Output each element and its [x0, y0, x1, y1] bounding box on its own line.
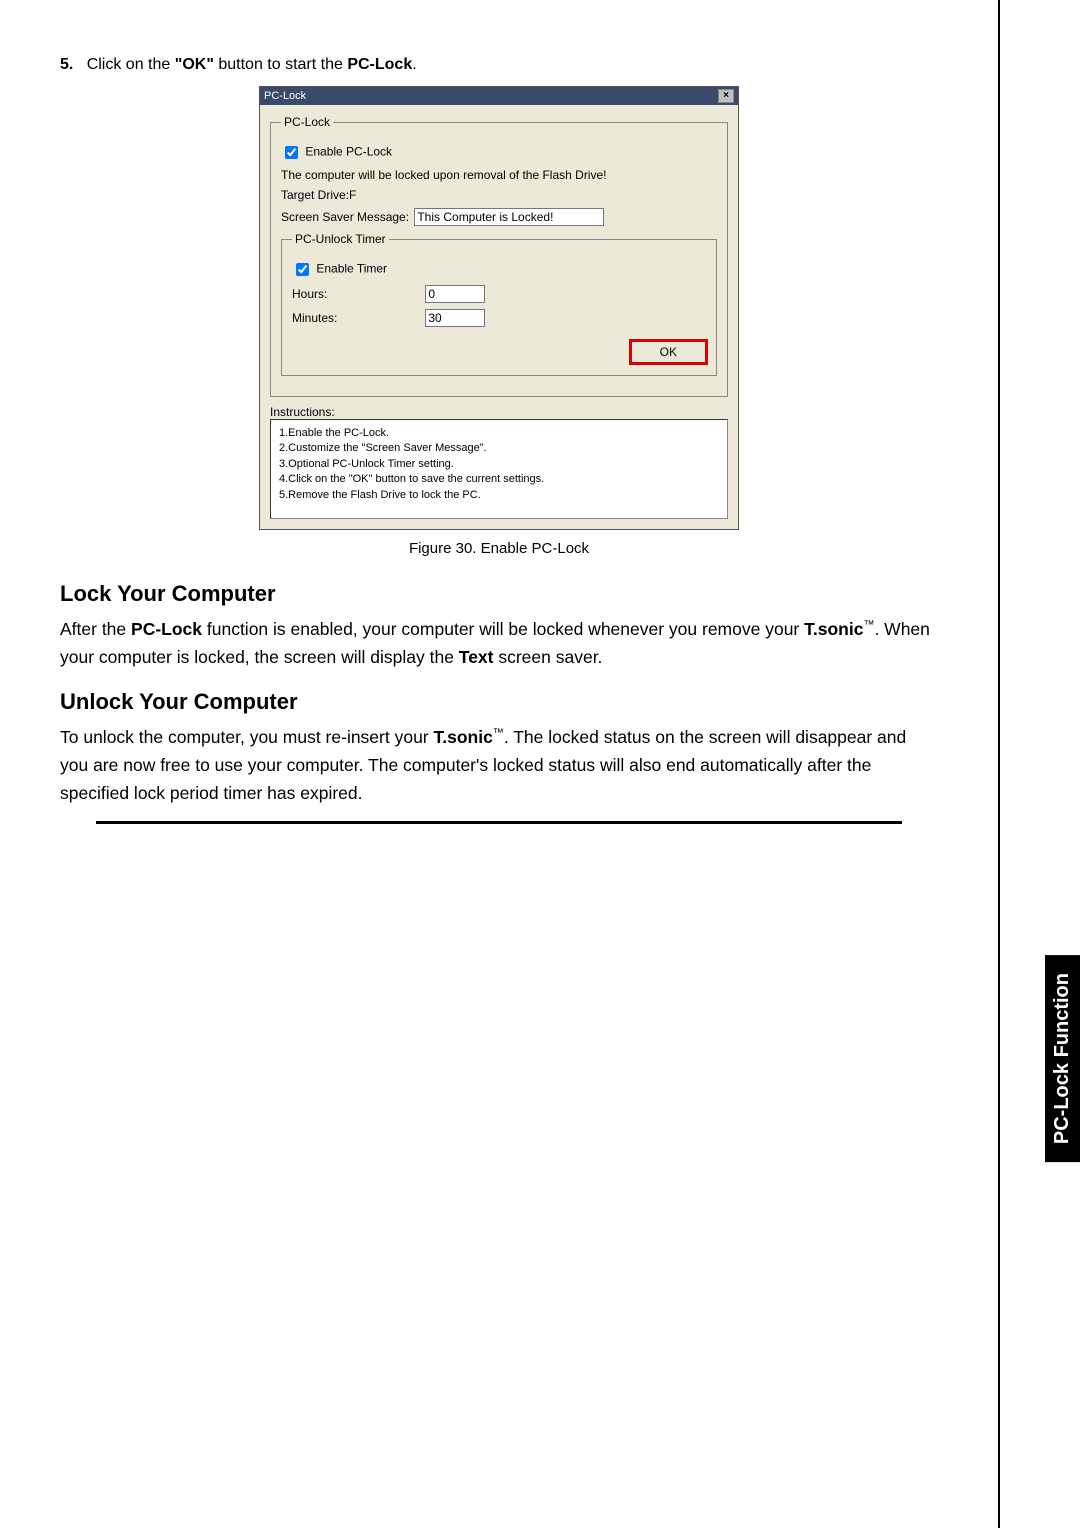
- txt: screen saver.: [493, 647, 602, 667]
- txt-bold: Text: [459, 647, 494, 667]
- instruction-line: 2.Customize the "Screen Saver Message".: [279, 441, 719, 456]
- lock-paragraph: After the PC-Lock function is enabled, y…: [60, 615, 938, 671]
- txt-bold: PC-Lock: [131, 619, 202, 639]
- step-5-text: 5. Click on the "OK" button to start the…: [60, 56, 938, 74]
- instruction-line: 5.Remove the Flash Drive to lock the PC.: [279, 488, 719, 503]
- unlock-heading: Unlock Your Computer: [60, 689, 938, 715]
- ssm-label: Screen Saver Message:: [281, 210, 411, 224]
- screen-saver-message-input[interactable]: [414, 208, 604, 226]
- pclock-groupbox-legend: PC-Lock: [281, 115, 333, 129]
- dialog-title: PC-Lock: [264, 90, 306, 102]
- step-tail: .: [412, 56, 416, 73]
- instructions-label: Instructions:: [270, 405, 728, 419]
- txt: To unlock the computer, you must re-inse…: [60, 727, 434, 747]
- figure-caption: Figure 30. Enable PC-Lock: [60, 540, 938, 557]
- pclock-groupbox: PC-Lock Enable PC-Lock The computer will…: [270, 115, 728, 397]
- txt: function is enabled, your computer will …: [202, 619, 804, 639]
- txt: After the: [60, 619, 131, 639]
- enable-timer-label: Enable Timer: [316, 262, 387, 276]
- target-drive-label: Target Drive:F: [281, 188, 717, 202]
- tm-icon: ™: [863, 619, 874, 631]
- step-mid: button to start the: [214, 56, 347, 73]
- txt-bold: T.sonic: [434, 727, 493, 747]
- unlock-paragraph: To unlock the computer, you must re-inse…: [60, 723, 938, 807]
- lock-note: The computer will be locked upon removal…: [281, 168, 717, 182]
- instruction-line: 1.Enable the PC-Lock.: [279, 426, 719, 441]
- hours-label: Hours:: [292, 287, 422, 301]
- close-icon[interactable]: ×: [718, 89, 734, 103]
- step-ok: "OK": [175, 56, 214, 73]
- step-number: 5.: [60, 56, 73, 73]
- enable-pclock-label: Enable PC-Lock: [305, 145, 392, 159]
- instructions-box: 1.Enable the PC-Lock. 2.Customize the "S…: [270, 419, 728, 519]
- timer-legend: PC-Unlock Timer: [292, 232, 389, 246]
- minutes-input[interactable]: [425, 309, 485, 327]
- pclock-dialog: PC-Lock × PC-Lock Enable PC-Lock The com…: [259, 86, 739, 530]
- side-tab: PC-Lock Function: [1045, 955, 1080, 1162]
- step-pclock: PC-Lock: [347, 56, 412, 73]
- section-divider: [96, 821, 902, 824]
- txt-bold: T.sonic: [804, 619, 863, 639]
- ok-button[interactable]: OK: [631, 341, 706, 363]
- hours-input[interactable]: [425, 285, 485, 303]
- tm-icon: ™: [493, 727, 504, 739]
- instruction-line: 4.Click on the "OK" button to save the c…: [279, 472, 719, 487]
- minutes-label: Minutes:: [292, 311, 422, 325]
- enable-timer-checkbox[interactable]: [296, 263, 309, 276]
- lock-heading: Lock Your Computer: [60, 581, 938, 607]
- timer-groupbox: PC-Unlock Timer Enable Timer Hours: Minu…: [281, 232, 717, 376]
- dialog-titlebar: PC-Lock ×: [260, 87, 738, 105]
- instruction-line: 3.Optional PC-Unlock Timer setting.: [279, 457, 719, 472]
- enable-pclock-checkbox[interactable]: [285, 146, 298, 159]
- step-prefix: Click on the: [87, 56, 175, 73]
